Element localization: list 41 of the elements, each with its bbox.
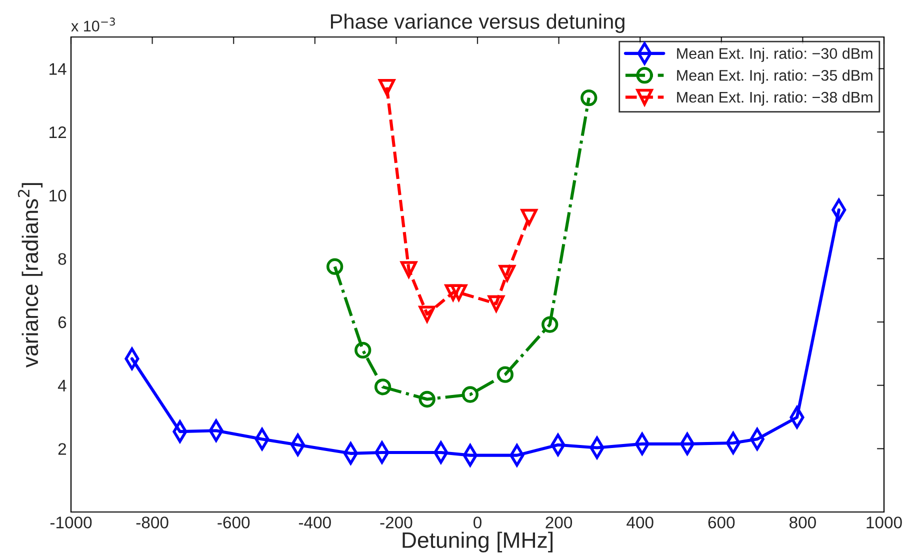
point [520,208,538,226]
y-axis-title: variance [radians$^{2}$] [18,183,43,368]
point [418,306,436,322]
x-tick-label: -800 [136,516,168,528]
y-tick-label: 10 [50,190,66,202]
y-tick-label: 8 [58,253,66,265]
y-tick-label: 4 [58,380,66,392]
point [418,390,436,408]
x-tick-label: -400 [298,516,331,528]
point [326,258,344,275]
point [400,261,418,278]
point [450,284,468,301]
x-tick-label: 200 [546,516,572,528]
x-axis-title: Detuning [MHz] [402,532,552,552]
y-tick-label: 6 [58,316,66,328]
legend-label: Mean Ext. Inj. ratio: −30 dBm [677,48,872,62]
x-tick-label: 1000 [866,516,902,528]
y-tick-label: 2 [58,443,66,455]
x-tick-label: -1000 [50,516,92,528]
point [542,316,558,333]
point [498,264,516,282]
y-tick-label: 12 [50,126,66,138]
legend-label: Mean Ext. Inj. ratio: −35 dBm [677,70,872,84]
point [462,386,479,403]
legend-label: Mean Ext. Inj. ratio: −38 dBm [677,91,872,106]
point [378,79,396,96]
point [354,342,372,359]
x-tick-label: 0 [474,516,482,528]
y-tick-label: 14 [50,63,66,75]
x-tick-label: -600 [218,516,250,528]
point [488,295,505,312]
point [444,284,462,301]
point [580,89,598,106]
x-tick-label: 400 [626,516,654,528]
x-tick-label: 600 [708,516,735,528]
point [374,378,392,396]
point [496,366,514,383]
chart-title: Phase variance versus detuning [330,14,624,33]
x-tick-label: -200 [380,516,412,528]
text: x 10$^{−3}$ [71,18,115,32]
x-tick-label: 800 [790,516,816,528]
